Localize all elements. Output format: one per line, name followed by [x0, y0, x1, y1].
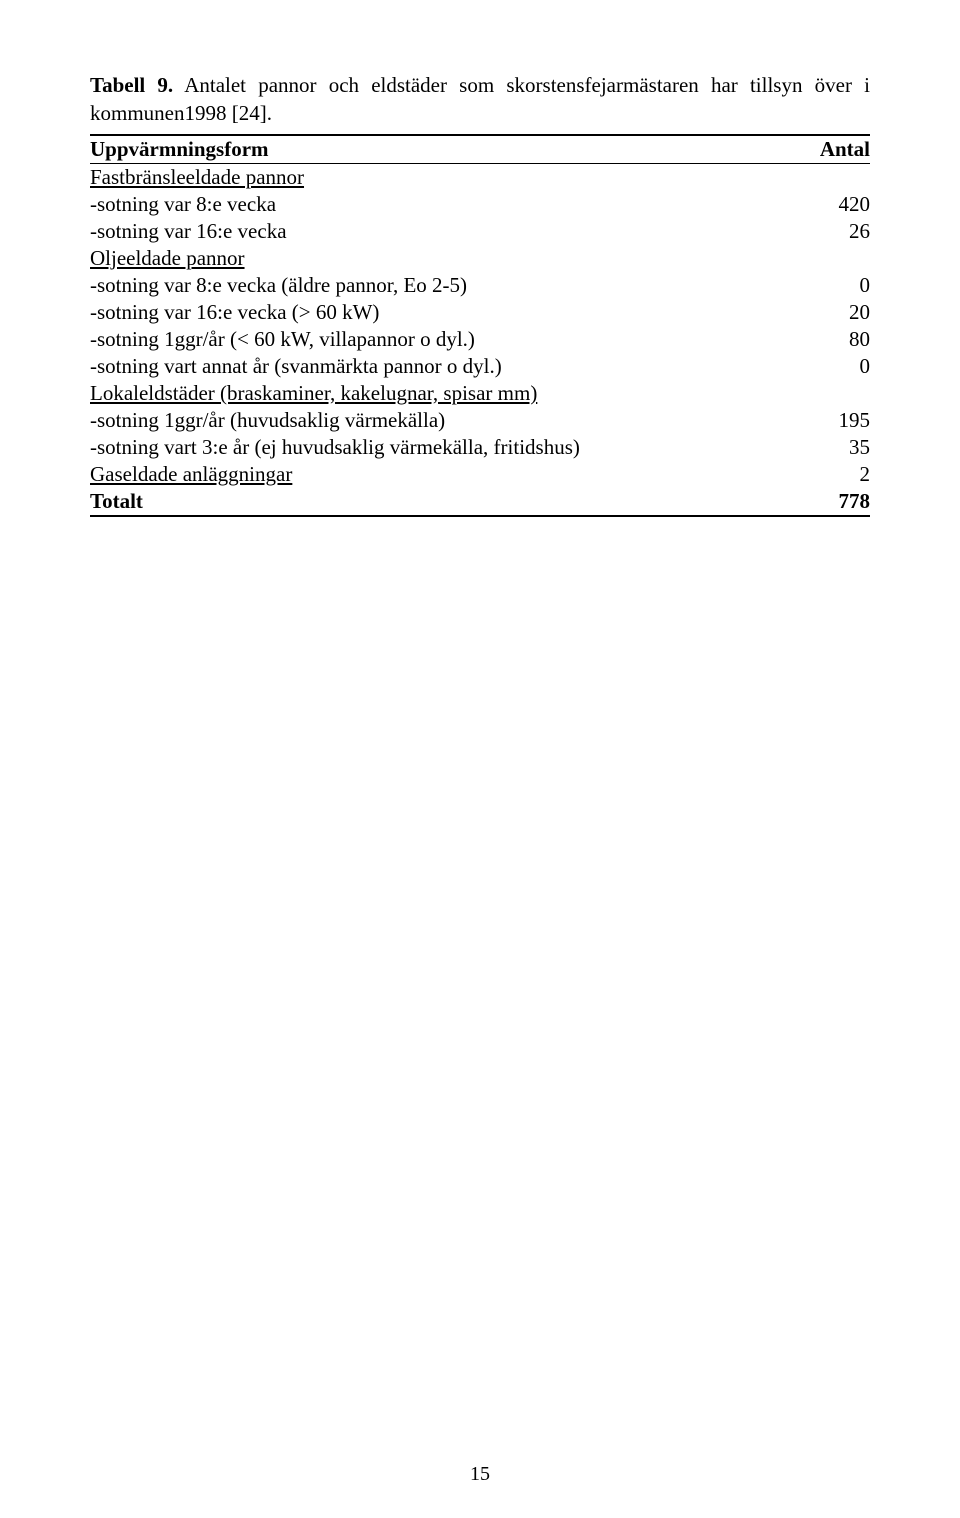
- table-caption: Tabell 9. Antalet pannor och eldstäder s…: [90, 71, 870, 128]
- row-label: Gaseldade anläggningar: [90, 462, 292, 486]
- table-row: -sotning 1ggr/år (huvudsaklig värmekälla…: [90, 407, 870, 434]
- total-label: Totalt: [90, 488, 772, 516]
- row-value: 35: [772, 434, 870, 461]
- table-row: Oljeeldade pannor: [90, 245, 870, 272]
- row-value: 195: [772, 407, 870, 434]
- row-value: 26: [772, 218, 870, 245]
- row-label: Fastbränsleeldade pannor: [90, 165, 304, 189]
- table-row: -sotning var 16:e vecka (> 60 kW) 20: [90, 299, 870, 326]
- row-value: 80: [772, 326, 870, 353]
- row-label: -sotning vart annat år (svanmärkta panno…: [90, 353, 772, 380]
- total-value: 778: [772, 488, 870, 516]
- table-header-row: Uppvärmningsform Antal: [90, 135, 870, 164]
- caption-text: Antalet pannor och eldstäder som skorste…: [90, 73, 870, 125]
- table-row: Fastbränsleeldade pannor: [90, 163, 870, 191]
- row-value: 0: [772, 272, 870, 299]
- page: Tabell 9. Antalet pannor och eldstäder s…: [0, 0, 960, 1518]
- table-row: -sotning vart annat år (svanmärkta panno…: [90, 353, 870, 380]
- table-row: -sotning var 8:e vecka 420: [90, 191, 870, 218]
- row-label: -sotning vart 3:e år (ej huvudsaklig vär…: [90, 434, 772, 461]
- row-value: [772, 380, 870, 407]
- row-value: 2: [772, 461, 870, 488]
- row-label: -sotning var 16:e vecka: [90, 218, 772, 245]
- table-row: -sotning var 8:e vecka (äldre pannor, Eo…: [90, 272, 870, 299]
- table-row: Gaseldade anläggningar 2: [90, 461, 870, 488]
- row-value: 420: [772, 191, 870, 218]
- header-left: Uppvärmningsform: [90, 135, 772, 164]
- page-number: 15: [0, 1463, 960, 1486]
- row-value: [772, 245, 870, 272]
- row-value: 0: [772, 353, 870, 380]
- row-label: Oljeeldade pannor: [90, 246, 245, 270]
- row-label: -sotning 1ggr/år (< 60 kW, villapannor o…: [90, 326, 772, 353]
- row-label: -sotning var 8:e vecka: [90, 191, 772, 218]
- row-value: 20: [772, 299, 870, 326]
- table-row: -sotning var 16:e vecka 26: [90, 218, 870, 245]
- caption-label: Tabell 9.: [90, 73, 173, 97]
- row-label: -sotning var 16:e vecka (> 60 kW): [90, 299, 772, 326]
- data-table: Uppvärmningsform Antal Fastbränsleeldade…: [90, 134, 870, 517]
- header-right: Antal: [772, 135, 870, 164]
- row-label: -sotning var 8:e vecka (äldre pannor, Eo…: [90, 272, 772, 299]
- table-total-row: Totalt 778: [90, 488, 870, 516]
- table-row: -sotning 1ggr/år (< 60 kW, villapannor o…: [90, 326, 870, 353]
- row-label: Lokaleldstäder (braskaminer, kakelugnar,…: [90, 381, 537, 405]
- table-row: Lokaleldstäder (braskaminer, kakelugnar,…: [90, 380, 870, 407]
- table-row: -sotning vart 3:e år (ej huvudsaklig vär…: [90, 434, 870, 461]
- row-label: -sotning 1ggr/år (huvudsaklig värmekälla…: [90, 407, 772, 434]
- row-value: [772, 163, 870, 191]
